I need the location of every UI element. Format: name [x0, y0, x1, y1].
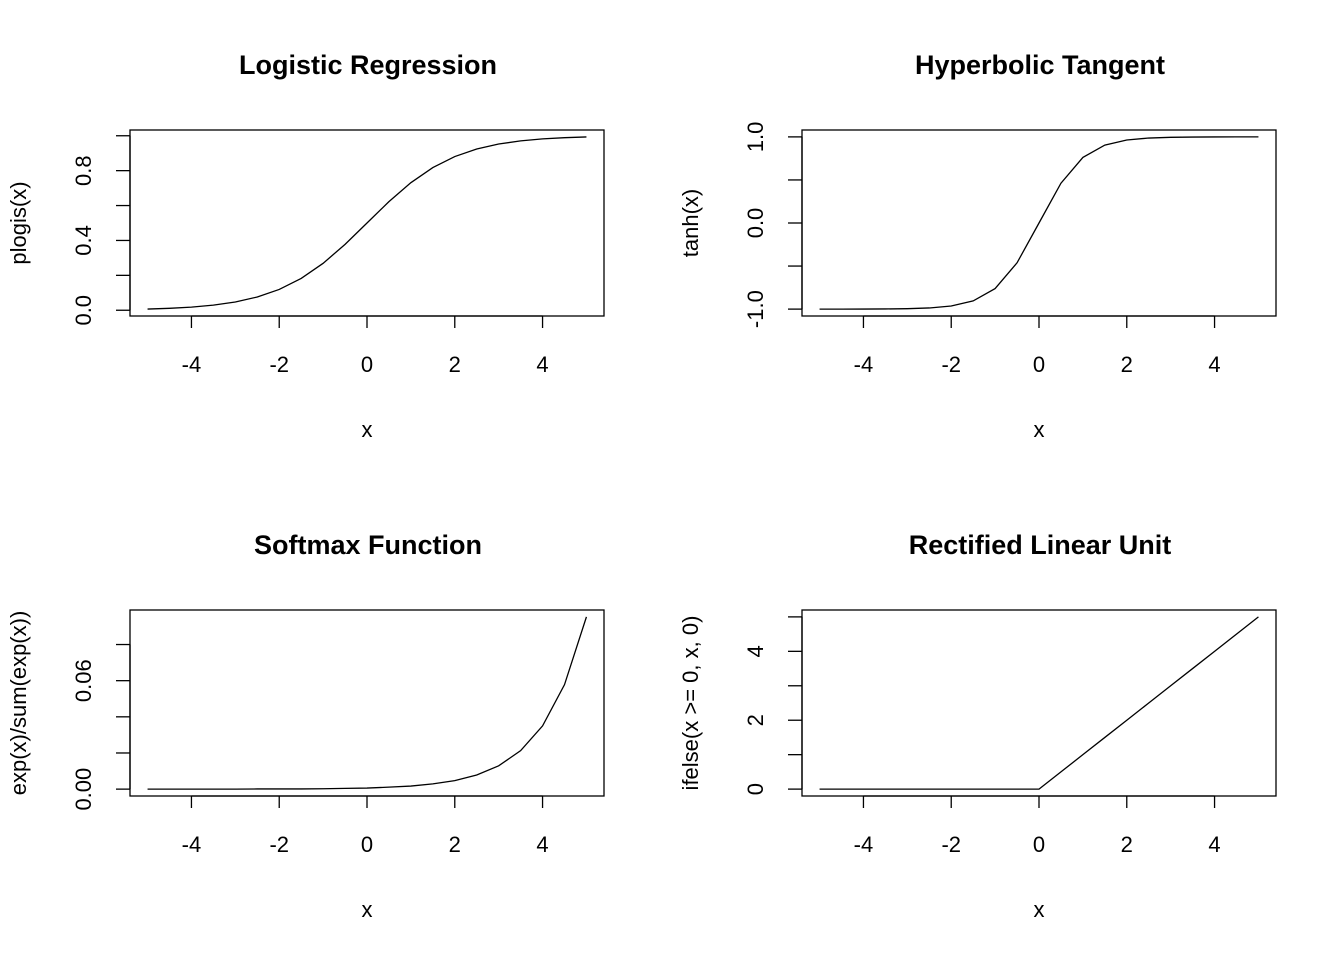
y-tick-label: -1.0: [743, 290, 768, 328]
x-tick-label: 0: [1033, 352, 1045, 377]
plot-frame: [801, 609, 1277, 797]
y-tick-label: 0.0: [71, 295, 96, 326]
x-tick-label: 2: [1121, 832, 1133, 857]
y-tick-label: 0.8: [71, 155, 96, 186]
chart-title: Hyperbolic Tangent: [915, 50, 1165, 80]
x-tick-label: 0: [361, 832, 373, 857]
y-tick-label: 0.06: [71, 659, 96, 702]
x-axis-label: x: [1034, 897, 1045, 922]
chart-title: Rectified Linear Unit: [909, 530, 1172, 560]
y-axis-label: tanh(x): [678, 189, 703, 257]
x-tick-label: 4: [1208, 832, 1220, 857]
y-axis-label: exp(x)/sum(exp(x)): [6, 611, 31, 796]
x-tick-label: -2: [269, 352, 289, 377]
y-tick-label: 0: [743, 783, 768, 795]
x-tick-label: 2: [449, 832, 461, 857]
y-tick-label: 1.0: [743, 122, 768, 153]
chart-title: Softmax Function: [254, 530, 482, 560]
x-tick-label: 0: [361, 352, 373, 377]
y-tick-label: 4: [743, 645, 768, 657]
plot-frame: [129, 609, 605, 797]
x-tick-label: 2: [1121, 352, 1133, 377]
chart-title: Logistic Regression: [239, 50, 497, 80]
x-tick-label: -4: [854, 832, 874, 857]
x-tick-label: -2: [941, 832, 961, 857]
y-tick-label: 2: [743, 714, 768, 726]
x-tick-label: 2: [449, 352, 461, 377]
x-tick-label: -2: [269, 832, 289, 857]
x-tick-label: -4: [182, 832, 202, 857]
x-axis-label: x: [362, 417, 373, 442]
x-tick-label: 4: [536, 832, 548, 857]
y-tick-label: 0.0: [743, 208, 768, 239]
x-axis-label: x: [362, 897, 373, 922]
data-line: [147, 136, 587, 310]
y-axis-label: ifelse(x >= 0, x, 0): [678, 616, 703, 791]
x-tick-label: -4: [854, 352, 874, 377]
y-tick-label: 0.00: [71, 768, 96, 811]
x-axis-label: x: [1034, 417, 1045, 442]
x-tick-label: 4: [536, 352, 548, 377]
data-line: [147, 616, 588, 790]
x-tick-label: 4: [1208, 352, 1220, 377]
x-tick-label: -2: [941, 352, 961, 377]
x-tick-label: 0: [1033, 832, 1045, 857]
data-line: [819, 616, 1259, 790]
x-tick-label: -4: [182, 352, 202, 377]
y-axis-label: plogis(x): [6, 181, 31, 264]
data-line: [819, 136, 1259, 310]
y-tick-label: 0.4: [71, 225, 96, 256]
